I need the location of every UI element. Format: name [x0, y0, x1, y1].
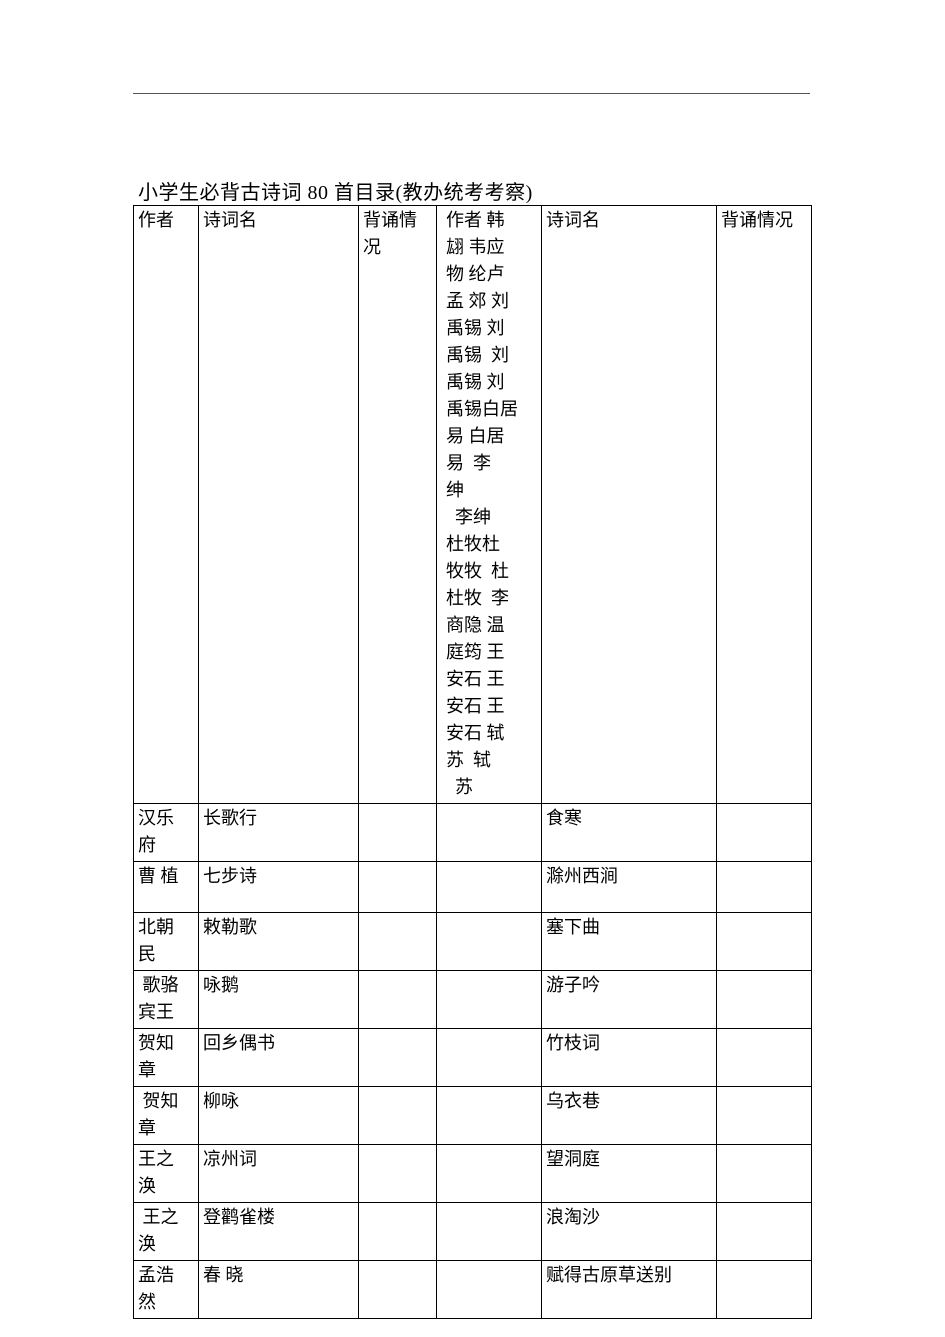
cell-poem: 长歌行	[199, 804, 359, 862]
cell-author2	[437, 913, 542, 971]
cell-poem2: 食寒	[542, 804, 717, 862]
cell-recite2	[717, 1029, 812, 1087]
cell-recite	[359, 804, 437, 862]
table-row: 汉乐府长歌行 食寒	[134, 804, 812, 862]
cell-recite	[359, 1029, 437, 1087]
cell-author2	[437, 804, 542, 862]
cell-poem2: 望洞庭	[542, 1145, 717, 1203]
cell-recite2	[717, 971, 812, 1029]
poem-table: 作者 诗词名 背诵情况 作者 韩 翃 韦应 物 纶卢 孟 郊 刘 禹锡 刘 禹锡…	[133, 205, 812, 1319]
page-title: 小学生必背古诗词 80 首目录(教办统考考察)	[138, 176, 533, 205]
table-row: 歌骆宾王咏鹅 游子吟	[134, 971, 812, 1029]
cell-author: 汉乐府	[134, 804, 199, 862]
cell-author2	[437, 971, 542, 1029]
cell-author2	[437, 1261, 542, 1319]
cell-recite	[359, 971, 437, 1029]
cell-author: 王之涣	[134, 1145, 199, 1203]
cell-recite	[359, 1203, 437, 1261]
cell-recite	[359, 913, 437, 971]
cell-recite2	[717, 804, 812, 862]
cell-poem: 凉州词	[199, 1145, 359, 1203]
cell-author: 曹 植	[134, 862, 199, 913]
table-row: 贺知章柳咏 乌衣巷	[134, 1087, 812, 1145]
cell-author: 王之涣	[134, 1203, 199, 1261]
cell-poem: 春 晓	[199, 1261, 359, 1319]
cell-author: 贺知章	[134, 1087, 199, 1145]
cell-recite	[359, 1087, 437, 1145]
cell-poem2: 塞下曲	[542, 913, 717, 971]
cell-recite2	[717, 1261, 812, 1319]
cell-author2	[437, 1203, 542, 1261]
cell-poem: 回乡偶书	[199, 1029, 359, 1087]
col-author2: 作者 韩 翃 韦应 物 纶卢 孟 郊 刘 禹锡 刘 禹锡 刘 禹锡 刘 禹锡白居…	[437, 206, 542, 804]
cell-author2	[437, 1145, 542, 1203]
cell-author2	[437, 1029, 542, 1087]
table-row: 孟浩然春 晓 赋得古原草送别	[134, 1261, 812, 1319]
cell-poem: 咏鹅	[199, 971, 359, 1029]
cell-recite2	[717, 1087, 812, 1145]
cell-recite	[359, 1145, 437, 1203]
col-recite2: 背诵情况	[717, 206, 812, 804]
table-row: 王之涣凉州词 望洞庭	[134, 1145, 812, 1203]
cell-poem2: 竹枝词	[542, 1029, 717, 1087]
table-row: 王之涣登鹳雀楼 浪淘沙	[134, 1203, 812, 1261]
cell-poem: 登鹳雀楼	[199, 1203, 359, 1261]
cell-poem2: 赋得古原草送别	[542, 1261, 717, 1319]
cell-author2	[437, 1087, 542, 1145]
cell-poem2: 游子吟	[542, 971, 717, 1029]
cell-recite2	[717, 1203, 812, 1261]
horizontal-rule	[133, 93, 810, 94]
cell-author: 歌骆宾王	[134, 971, 199, 1029]
cell-poem: 柳咏	[199, 1087, 359, 1145]
cell-poem2: 浪淘沙	[542, 1203, 717, 1261]
cell-poem2: 乌衣巷	[542, 1087, 717, 1145]
cell-poem2: 滁州西涧	[542, 862, 717, 913]
col-poem2: 诗词名	[542, 206, 717, 804]
table-row: 曹 植七步诗 滁州西涧	[134, 862, 812, 913]
col-recite: 背诵情况	[359, 206, 437, 804]
cell-author2	[437, 862, 542, 913]
cell-recite2	[717, 862, 812, 913]
cell-poem: 敕勒歌	[199, 913, 359, 971]
col-author: 作者	[134, 206, 199, 804]
cell-recite	[359, 1261, 437, 1319]
col-poem: 诗词名	[199, 206, 359, 804]
cell-recite2	[717, 913, 812, 971]
cell-author: 孟浩然	[134, 1261, 199, 1319]
table-row: 北朝民敕勒歌 塞下曲	[134, 913, 812, 971]
table-row: 贺知章回乡偶书 竹枝词	[134, 1029, 812, 1087]
table-header-row: 作者 诗词名 背诵情况 作者 韩 翃 韦应 物 纶卢 孟 郊 刘 禹锡 刘 禹锡…	[134, 206, 812, 804]
cell-recite2	[717, 1145, 812, 1203]
cell-author: 北朝民	[134, 913, 199, 971]
cell-poem: 七步诗	[199, 862, 359, 913]
cell-author: 贺知章	[134, 1029, 199, 1087]
cell-recite	[359, 862, 437, 913]
